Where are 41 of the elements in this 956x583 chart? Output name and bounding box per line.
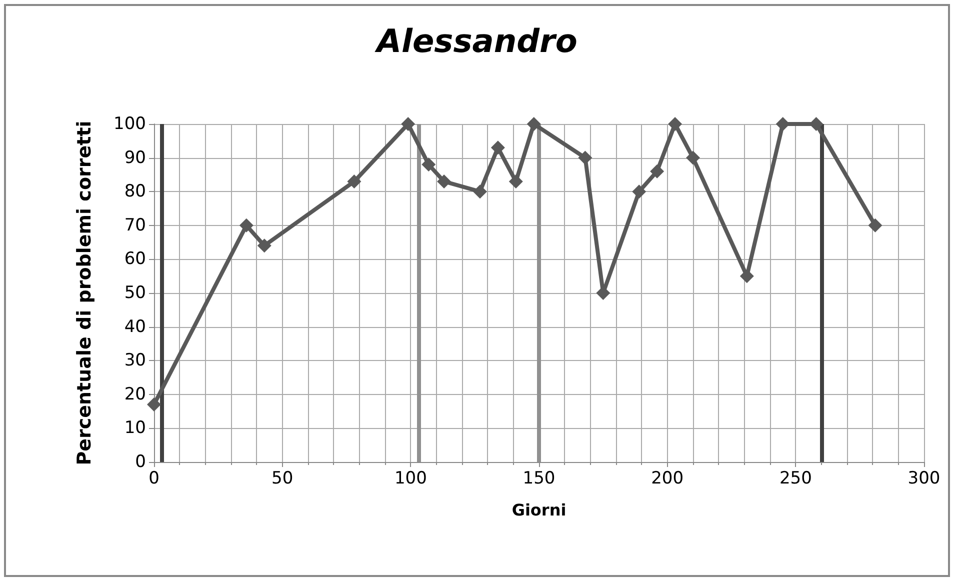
- chart-title: Alessandro: [374, 22, 578, 60]
- point: [490, 140, 505, 155]
- point: [257, 238, 272, 253]
- y-tick-label: 50: [124, 283, 146, 303]
- y-tick-label: 20: [124, 384, 146, 404]
- point: [668, 117, 682, 131]
- x-tick-label: 300: [908, 468, 940, 488]
- y-tick-label: 30: [124, 350, 146, 371]
- point: [422, 158, 436, 172]
- y-tick-label: 60: [124, 249, 146, 270]
- x-tick-label: 150: [522, 468, 556, 488]
- x-tick-label: 200: [651, 468, 684, 488]
- y-tick-label: 100: [114, 114, 146, 134]
- y-tick-label: 10: [124, 418, 146, 438]
- x-tick-label: 0: [148, 468, 160, 488]
- point: [868, 218, 882, 232]
- point: [472, 184, 487, 199]
- x-tick-label: 50: [272, 468, 294, 488]
- point: [686, 150, 700, 165]
- point: [650, 164, 664, 178]
- y-tick-label: 0: [135, 452, 146, 472]
- y-axis-title: Percentuale di problemi corretti: [74, 120, 96, 466]
- point: [401, 117, 416, 131]
- x-tick-label: 100: [394, 468, 427, 488]
- point: [776, 117, 790, 131]
- point: [437, 174, 452, 188]
- point: [526, 117, 541, 131]
- x-axis-title: Giorni: [512, 500, 566, 520]
- point: [809, 117, 824, 131]
- point: [239, 218, 254, 232]
- y-tick-label: 90: [124, 148, 146, 168]
- point: [508, 174, 523, 188]
- y-tick-label: 70: [124, 215, 146, 236]
- y-tick-label: 40: [124, 316, 146, 337]
- point: [347, 174, 362, 188]
- point: [740, 269, 754, 284]
- point: [578, 150, 592, 165]
- point: [632, 184, 646, 199]
- y-tick-label: 80: [124, 182, 146, 202]
- point: [147, 398, 161, 412]
- x-tick-label: 250: [779, 468, 812, 488]
